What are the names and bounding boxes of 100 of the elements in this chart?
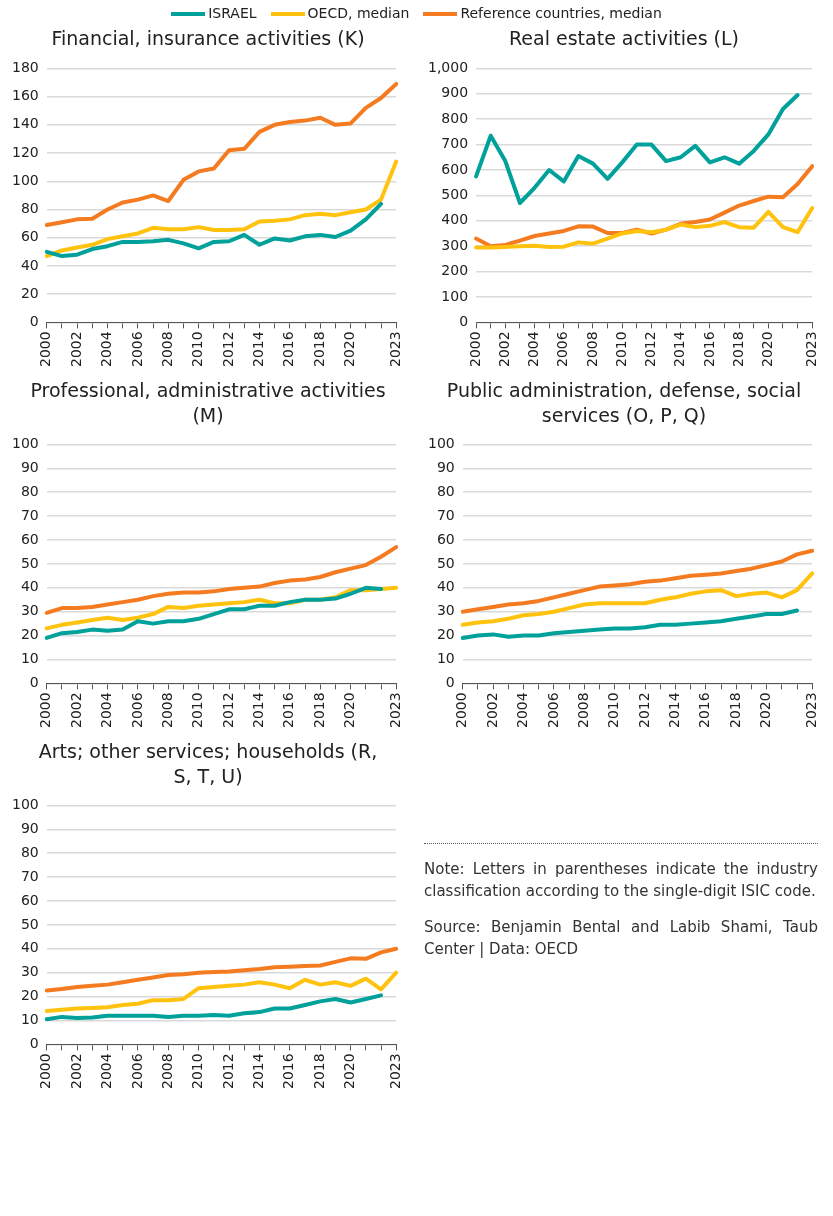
y-tick-label: 40 xyxy=(20,256,39,273)
y-tick-label: 20 xyxy=(436,626,455,643)
source-note: Source: Benjamin Bental and Labib Shami, Taub Center | Data: OECD xyxy=(424,917,818,960)
y-tick-label: 90 xyxy=(20,458,39,475)
y-tick-label: 700 xyxy=(441,135,469,152)
y-tick-label: 100 xyxy=(11,435,39,452)
x-tick-label: 2008 xyxy=(583,331,600,368)
x-tick-label: 2012 xyxy=(635,692,652,729)
x-tick-label: 2023 xyxy=(386,692,403,729)
x-tick-label: 2002 xyxy=(483,692,500,729)
x-tick-label: 2016 xyxy=(700,331,717,368)
y-tick-label: 50 xyxy=(20,915,39,932)
y-tick-label: 400 xyxy=(441,211,469,228)
x-tick-label: 2010 xyxy=(189,331,206,368)
x-tick-label: 2018 xyxy=(729,331,746,368)
x-tick-label: 2006 xyxy=(554,331,571,368)
y-tick-label: 20 xyxy=(20,987,39,1004)
y-tick-label: 40 xyxy=(20,939,39,956)
x-tick-label: 2018 xyxy=(310,692,327,729)
y-tick-label: 70 xyxy=(20,867,39,884)
x-tick-label: 2004 xyxy=(525,331,542,368)
y-tick-label: 100 xyxy=(427,435,455,452)
y-tick-label: 40 xyxy=(436,578,455,595)
x-tick-label: 2010 xyxy=(605,692,622,729)
x-tick-label: 2002 xyxy=(67,331,84,368)
y-tick-label: 300 xyxy=(441,236,469,253)
x-tick-label: 2014 xyxy=(666,692,683,729)
x-tick-label: 2000 xyxy=(466,331,483,368)
y-tick-label: 10 xyxy=(20,1011,39,1028)
y-tick-label: 600 xyxy=(441,160,469,177)
y-tick-label: 70 xyxy=(436,506,455,523)
y-tick-label: 80 xyxy=(20,843,39,860)
y-tick-label: 100 xyxy=(11,171,39,188)
x-tick-label: 2006 xyxy=(128,1053,145,1090)
x-tick-label: 2016 xyxy=(280,692,297,729)
y-tick-label: 60 xyxy=(20,228,39,245)
y-tick-label: 160 xyxy=(11,87,39,104)
legend-label: OECD, median xyxy=(306,5,410,21)
x-tick-label: 2002 xyxy=(67,692,84,729)
y-tick-label: 50 xyxy=(20,554,39,571)
x-tick-label: 2010 xyxy=(189,1053,206,1090)
y-tick-label: 50 xyxy=(436,554,455,571)
y-tick-label: 90 xyxy=(436,458,455,475)
x-tick-label: 2023 xyxy=(386,331,403,368)
y-tick-label: 80 xyxy=(20,482,39,499)
x-tick-label: 2020 xyxy=(759,331,775,368)
x-tick-label: 2014 xyxy=(671,331,688,368)
legend-label: ISRAEL xyxy=(207,5,257,21)
y-tick-label: 120 xyxy=(11,143,39,160)
y-tick-label: 60 xyxy=(20,891,39,908)
x-tick-label: 2002 xyxy=(67,1053,84,1090)
y-tick-label: 0 xyxy=(445,674,455,691)
x-tick-label: 2018 xyxy=(310,331,327,368)
y-tick-label: 0 xyxy=(29,674,39,691)
y-tick-label: 10 xyxy=(20,650,39,667)
y-tick-label: 30 xyxy=(20,963,39,980)
x-tick-label: 2010 xyxy=(189,692,206,729)
y-tick-label: 100 xyxy=(441,287,469,304)
y-tick-label: 90 xyxy=(20,819,39,836)
text: Note: Letters in parentheses indicate the industry classification according to the single-digit ISIC code. xyxy=(424,859,818,902)
y-tick-label: 70 xyxy=(20,506,39,523)
legend-label: Reference countries, median xyxy=(459,5,662,21)
x-tick-label: 2012 xyxy=(219,331,236,368)
x-tick-label: 2014 xyxy=(250,331,267,368)
x-tick-label: 2000 xyxy=(37,1053,54,1090)
y-tick-label: 80 xyxy=(20,200,39,217)
y-tick-label: 200 xyxy=(441,262,469,279)
x-tick-label: 2008 xyxy=(158,331,175,368)
y-tick-label: 1,000 xyxy=(427,59,469,76)
x-tick-label: 2012 xyxy=(219,1053,236,1090)
x-tick-label: 2014 xyxy=(250,1053,267,1090)
x-tick-label: 2006 xyxy=(128,331,145,368)
y-tick-label: 20 xyxy=(20,626,39,643)
x-tick-label: 2004 xyxy=(98,331,115,368)
x-tick-label: 2018 xyxy=(726,692,743,729)
x-tick-label: 2008 xyxy=(158,692,175,729)
x-tick-label: 2000 xyxy=(37,692,54,729)
x-tick-label: 2014 xyxy=(250,692,267,729)
x-tick-label: 2010 xyxy=(612,331,629,368)
x-tick-label: 2000 xyxy=(453,692,470,729)
y-tick-label: 900 xyxy=(441,84,469,101)
x-tick-label: 2018 xyxy=(310,1053,327,1090)
x-tick-label: 2004 xyxy=(514,692,531,729)
x-tick-label: 2020 xyxy=(341,1053,358,1090)
x-tick-label: 2016 xyxy=(280,331,297,368)
y-tick-label: 800 xyxy=(441,109,469,126)
y-tick-label: 100 xyxy=(11,796,39,813)
y-tick-label: 0 xyxy=(459,313,469,330)
y-tick-label: 60 xyxy=(436,530,455,547)
y-tick-label: 30 xyxy=(436,602,455,619)
x-tick-label: 2006 xyxy=(544,692,561,729)
y-tick-label: 180 xyxy=(11,59,39,76)
y-tick-label: 20 xyxy=(20,284,39,301)
x-tick-label: 2020 xyxy=(341,692,358,729)
x-tick-label: 2016 xyxy=(280,1053,297,1090)
chart-title: Professional, administrative activities (M) xyxy=(29,378,387,428)
x-tick-label: 2012 xyxy=(219,692,236,729)
x-tick-label: 2023 xyxy=(386,1053,403,1090)
chart-title: Real estate activities (L) xyxy=(508,26,740,51)
x-tick-label: 2020 xyxy=(341,331,358,368)
